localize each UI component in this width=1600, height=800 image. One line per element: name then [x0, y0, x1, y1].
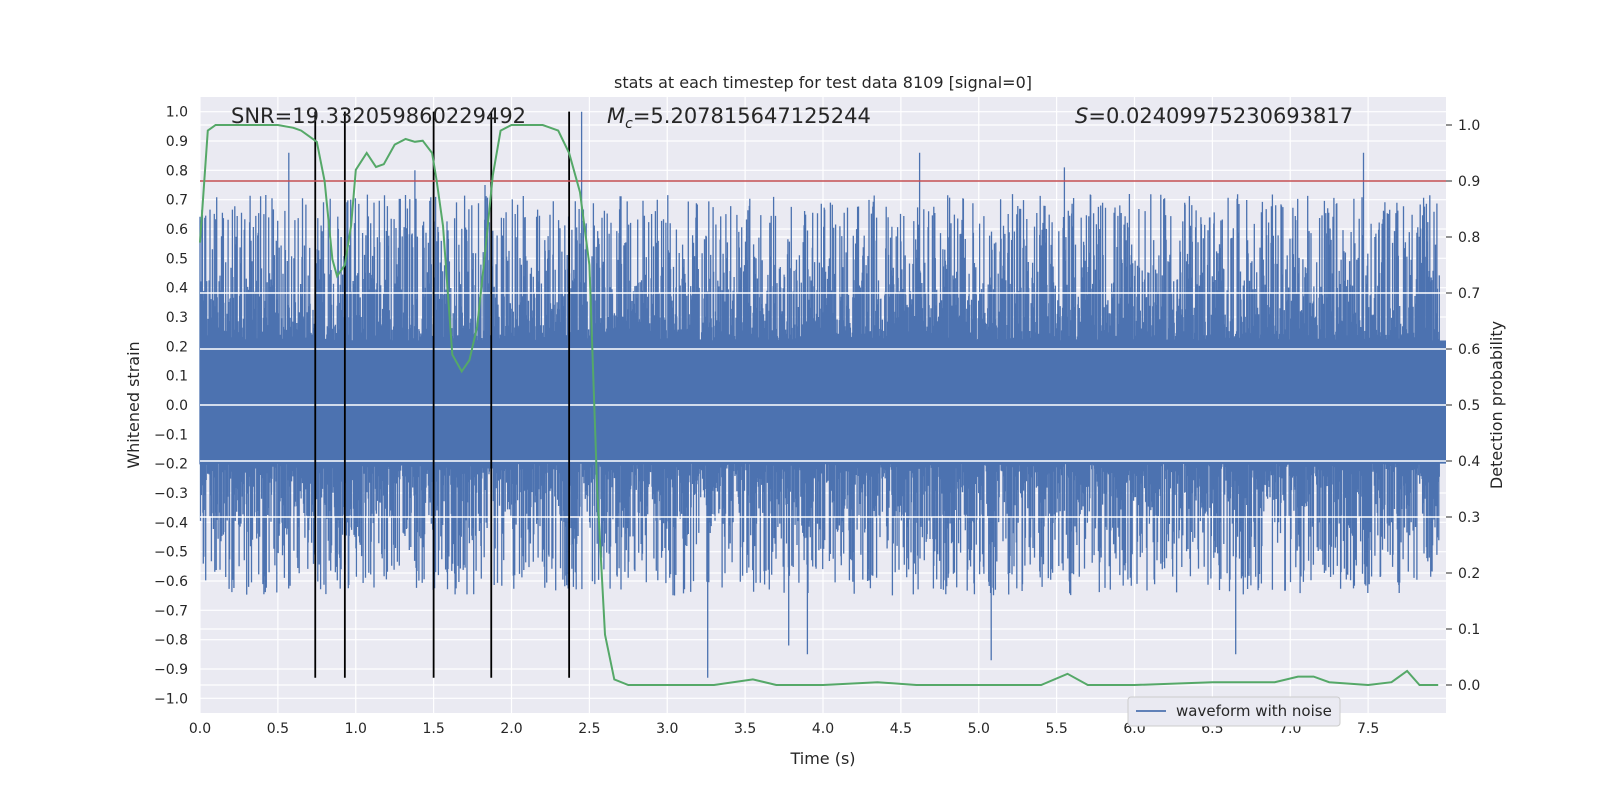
- y2-tick-label: 0.0: [1458, 678, 1480, 694]
- y-tick-label: 0.6: [166, 222, 188, 238]
- chirp-mass-annotation: Mc=5.207815647125244: [607, 104, 871, 132]
- y2-tick-label: 0.8: [1458, 230, 1480, 246]
- y-axis-label: Whitened strain: [124, 341, 143, 468]
- y2-tick-label: 0.1: [1458, 622, 1480, 638]
- chirp-mass-subscript: c: [625, 116, 633, 132]
- snr-annotation: SNR=19.332059860229492: [231, 104, 526, 128]
- chirp-mass-value: =5.207815647125244: [633, 104, 871, 128]
- y-tick-label: −1.0: [154, 691, 188, 707]
- detection-probability-line: [199, 124, 1439, 687]
- x-axis-label: Time (s): [789, 749, 855, 768]
- legend: waveform with noise: [1127, 696, 1341, 727]
- waveform-line: [199, 111, 1440, 678]
- y-tick-label: 0.5: [166, 251, 188, 267]
- y2-axis-label: Detection probability: [1487, 321, 1506, 489]
- y-tick-label: 0.2: [166, 339, 188, 355]
- x-tick-label: 4.0: [812, 721, 834, 737]
- x-tick-label: 5.0: [968, 721, 990, 737]
- y-tick-label: −0.4: [154, 515, 188, 531]
- legend-box: [1127, 696, 1341, 727]
- tick-labels: 0.0 0.5 1.0 1.5 2.0 2.5 3.0 3.5 4.0 4.5 5.0 5.5 6.0 6…: [154, 105, 1480, 737]
- y-tick-label: 0.4: [166, 281, 188, 297]
- y-tick-label: 0.3: [166, 310, 188, 326]
- y-tick-label: −0.1: [154, 427, 188, 443]
- x-tick-label: 1.0: [345, 721, 367, 737]
- x-tick-label: 4.5: [890, 721, 912, 737]
- y2-tick-label: 0.2: [1458, 566, 1480, 582]
- chirp-mass-symbol: M: [607, 104, 625, 128]
- x-tick-label: 2.5: [578, 721, 600, 737]
- detection-probability-series: [199, 124, 1439, 687]
- s-symbol: S: [1075, 104, 1088, 128]
- y-tick-label: 0.8: [166, 163, 188, 179]
- y-tick-label: −0.6: [154, 574, 188, 590]
- y2-tick-label: 0.4: [1458, 454, 1480, 470]
- x-tick-label: 7.5: [1357, 721, 1379, 737]
- y-tick-label: −0.5: [154, 545, 188, 561]
- y2-tick-label: 1.0: [1458, 118, 1480, 134]
- y-tick-label: −0.8: [154, 633, 188, 649]
- y-tick-label: 0.7: [166, 193, 188, 209]
- y2-tick-label: 0.6: [1458, 342, 1480, 358]
- y-tick-label: −0.2: [154, 457, 188, 473]
- x-tick-label: 5.5: [1045, 721, 1067, 737]
- y-tick-label: 0.9: [166, 134, 188, 150]
- y-tick-label: −0.7: [154, 603, 188, 619]
- y-tick-label: −0.3: [154, 486, 188, 502]
- x-tick-label: 0.0: [189, 721, 211, 737]
- y2-tick-label: 0.3: [1458, 510, 1480, 526]
- x-tick-label: 3.5: [734, 721, 756, 737]
- y2-tick-label: 0.7: [1458, 286, 1480, 302]
- legend-label: waveform with noise: [1176, 702, 1332, 720]
- y2-tick-label: 0.5: [1458, 398, 1480, 414]
- y-tick-label: −0.9: [154, 662, 188, 678]
- chart-title: stats at each timestep for test data 810…: [614, 73, 1032, 92]
- y-tick-label: 1.0: [166, 105, 188, 121]
- x-tick-label: 0.5: [267, 721, 289, 737]
- y-tick-label: 0.0: [166, 398, 188, 414]
- y-tick-label: 0.1: [166, 369, 188, 385]
- s-annotation: S=0.02409975230693817: [1075, 104, 1353, 128]
- x-tick-label: 3.0: [656, 721, 678, 737]
- waveform-series: [199, 111, 1446, 678]
- y2-tick-label: 0.9: [1458, 174, 1480, 190]
- x-tick-label: 1.5: [422, 721, 444, 737]
- s-value: =0.02409975230693817: [1088, 104, 1353, 128]
- x-tick-label: 2.0: [500, 721, 522, 737]
- vertical-markers: [314, 111, 571, 678]
